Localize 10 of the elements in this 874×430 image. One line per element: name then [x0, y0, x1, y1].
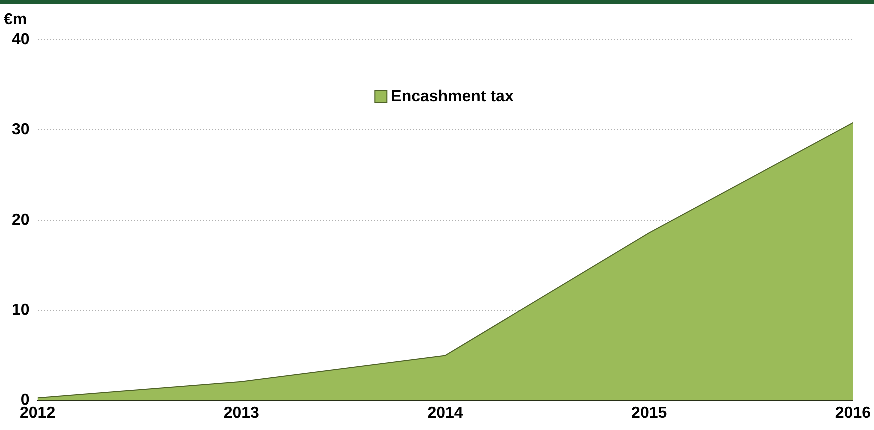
y-axis-title: €m: [4, 11, 28, 28]
legend-label: Encashment tax: [391, 88, 514, 106]
x-tick-label: 2016: [835, 404, 872, 422]
x-tick-label: 2014: [428, 404, 464, 422]
y-tick-label: 30: [12, 122, 30, 139]
y-tick-label: 40: [12, 31, 30, 48]
y-tick-label: 10: [12, 302, 30, 320]
y-tick-label: 20: [12, 212, 30, 229]
x-tick-label: 2015: [632, 404, 668, 422]
x-tick-label: 2013: [224, 404, 260, 422]
